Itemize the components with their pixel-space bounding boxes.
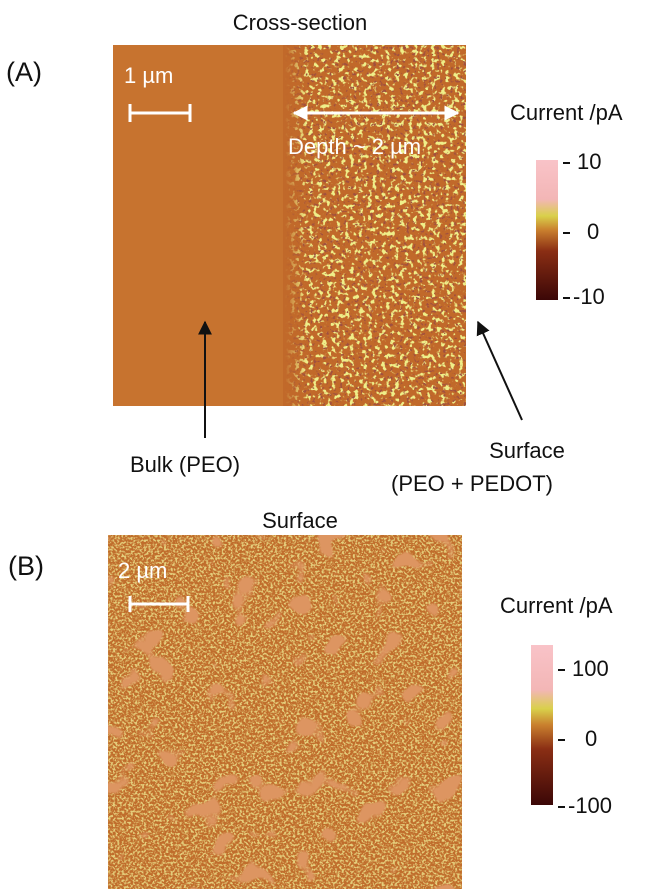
colorbar-title: Current /pA [500, 593, 613, 618]
colorbar-ticks [558, 669, 565, 808]
colorbar-tick-label: 10 [577, 149, 601, 174]
afm-texture [285, 45, 466, 406]
panel-title: Surface [262, 508, 338, 533]
panel-b: Surface (B) 2 µm Current /pA 100 0 -100 [8, 508, 613, 889]
depth-label: Depth ~ 2 µm [288, 134, 421, 159]
scale-bar-label: 2 µm [118, 558, 167, 583]
annotation: (PEO + PEDOT) [391, 471, 553, 496]
colorbar-tick-label: -10 [573, 284, 605, 309]
annotation: Bulk (PEO) [130, 452, 240, 477]
colorbar-ticks [563, 162, 570, 299]
scale-bar-label: 1 µm [124, 63, 173, 88]
scale-bar [128, 104, 192, 122]
panel-label: (A) [6, 57, 42, 87]
scale-bar [128, 596, 190, 612]
arrow [476, 320, 523, 421]
colorbar [531, 645, 553, 805]
panel-a: Cross-section (A) 1 µm Depth ~ 2 µm Curr… [6, 10, 623, 496]
colorbar-tick-label: 0 [587, 219, 599, 244]
panel-label: (B) [8, 551, 44, 581]
annotation: Surface [489, 438, 565, 463]
colorbar-title: Current /pA [510, 100, 623, 125]
colorbar-tick-label: 0 [585, 726, 597, 751]
colorbar-tick-label: 100 [572, 656, 609, 681]
afm-texture [108, 535, 462, 889]
panel-title: Cross-section [233, 10, 367, 35]
colorbar-tick-label: -100 [568, 793, 612, 818]
colorbar [536, 160, 558, 300]
